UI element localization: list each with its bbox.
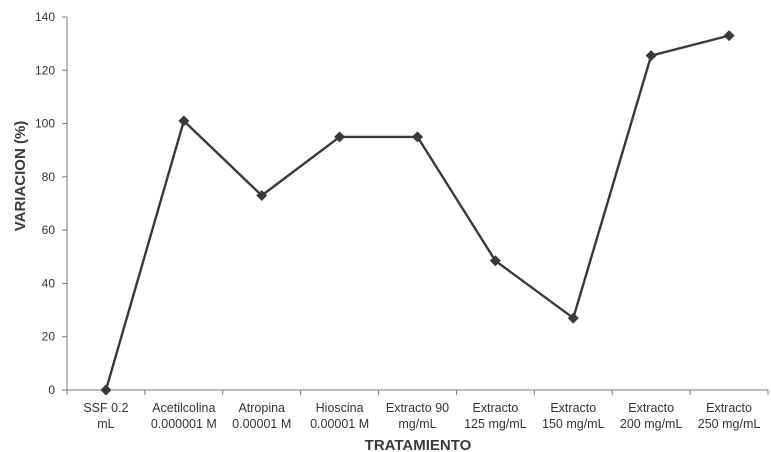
x-ticks: SSF 0.2 mL Acetilcolina 0.000001 M Atropina 0… <box>66 390 769 431</box>
x-category-label-line: Extracto <box>706 401 752 415</box>
data-point-diamond <box>178 115 190 127</box>
x-category-label-line: 250 mg/mL <box>698 417 761 431</box>
x-axis-title: TRATAMIENTO <box>365 437 472 452</box>
data-point-diamond <box>100 384 112 396</box>
y-axis-title: VARIACION (%) <box>12 121 29 232</box>
x-category-label-line: Extracto 90 <box>386 401 449 415</box>
x-category-label-line: Acetilcolina <box>152 401 215 415</box>
x-category-label: Hioscina 0.00001 M <box>310 401 369 431</box>
x-category-label: Extracto 125 mg/mL <box>464 401 527 431</box>
x-category-label-line: 0.00001 M <box>232 417 291 431</box>
x-category-label: Extracto 90 mg/mL <box>386 401 449 431</box>
y-tick-label: 60 <box>42 223 56 237</box>
x-category-label-line: mL <box>97 417 114 431</box>
x-category-label: Atropina 0.00001 M <box>232 401 291 431</box>
x-category-label-line: 125 mg/mL <box>464 417 527 431</box>
x-category-label-line: Atropina <box>238 401 285 415</box>
x-category-label: SSF 0.2 mL <box>83 401 128 431</box>
x-category-label: Extracto 200 mg/mL <box>620 401 683 431</box>
x-category-label-line: 200 mg/mL <box>620 417 683 431</box>
y-ticks: 0 20 40 60 80 100 120 140 <box>35 10 67 397</box>
data-point-diamond <box>334 131 346 143</box>
series-line <box>104 34 730 391</box>
x-category-label: Extracto 250 mg/mL <box>698 401 761 431</box>
y-tick-label: 80 <box>42 170 56 184</box>
x-category-label: Acetilcolina 0.000001 M <box>151 401 217 431</box>
data-point-diamond <box>412 131 423 143</box>
y-axis: 0 20 40 60 80 100 120 140 <box>35 10 68 397</box>
data-point-diamond <box>256 190 268 202</box>
y-tick-label: 0 <box>48 383 55 397</box>
x-category-label-line: mg/mL <box>398 417 436 431</box>
y-tick-label: 40 <box>42 276 56 290</box>
data-point-diamond <box>489 255 501 267</box>
x-category-label-line: 0.000001 M <box>151 417 217 431</box>
x-category-label-line: Hioscina <box>316 401 364 415</box>
y-tick-label: 20 <box>42 330 56 344</box>
x-category-label-line: 0.00001 M <box>310 417 369 431</box>
data-point-diamond <box>645 50 657 62</box>
x-category-label-line: 150 mg/mL <box>542 417 605 431</box>
plot-series <box>100 30 735 396</box>
data-point-diamond <box>567 312 579 324</box>
y-tick-label: 100 <box>35 117 55 131</box>
x-axis: SSF 0.2 mL Acetilcolina 0.000001 M Atropina 0… <box>66 389 769 431</box>
y-tick-label: 140 <box>35 10 55 24</box>
x-category-label-line: Extracto <box>472 401 518 415</box>
data-point-diamond <box>723 30 735 42</box>
y-tick-label: 120 <box>35 63 55 77</box>
x-category-label: Extracto 150 mg/mL <box>542 401 605 431</box>
x-category-label-line: Extracto <box>628 401 674 415</box>
x-category-label-line: SSF 0.2 <box>83 401 128 415</box>
x-category-label-line: Extracto <box>550 401 596 415</box>
